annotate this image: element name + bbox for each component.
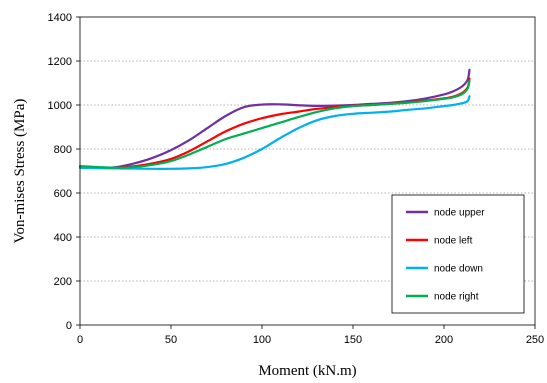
series-line-node-upper	[78, 68, 471, 170]
x-tick-label: 50	[165, 334, 177, 346]
plot-area-border	[79, 16, 536, 326]
series-lines	[78, 68, 471, 170]
y-tick-label: 1400	[48, 12, 72, 24]
legend-label: node upper	[434, 208, 485, 219]
legend-label: node left	[434, 236, 473, 247]
y-tick-labels: 0 200 400 600 800 1000 1200 1400	[48, 12, 72, 332]
x-tick-label: 150	[344, 334, 362, 346]
y-tick-label: 800	[54, 144, 72, 156]
y-tick-label: 1000	[48, 100, 72, 112]
tick-marks	[76, 16, 536, 329]
x-tick-labels: 0 50 100 150 200 250	[77, 334, 544, 346]
legend: node upper node left node down node right	[391, 194, 525, 314]
legend-box	[391, 194, 525, 314]
y-tick-label: 0	[66, 320, 72, 332]
legend-entry: node upper	[406, 208, 485, 219]
legend-label: node down	[434, 264, 483, 275]
legend-entry: node left	[406, 236, 473, 247]
y-tick-label: 1200	[48, 56, 72, 68]
x-axis-title: Moment (kN.m)	[258, 363, 356, 379]
y-tick-label: 200	[54, 276, 72, 288]
x-tick-label: 200	[435, 334, 453, 346]
y-tick-label: 600	[54, 188, 72, 200]
series-line-node-down	[78, 95, 471, 170]
x-tick-label: 250	[526, 334, 544, 346]
y-axis-title: Von-mises Stress (MPa)	[12, 99, 28, 244]
legend-label: node right	[434, 292, 479, 303]
legend-entry: node right	[406, 292, 479, 303]
series-line-node-right	[78, 79, 471, 169]
x-tick-label: 100	[253, 334, 271, 346]
x-tick-label: 0	[77, 334, 83, 346]
legend-entry: node down	[406, 264, 483, 275]
y-tick-label: 400	[54, 232, 72, 244]
